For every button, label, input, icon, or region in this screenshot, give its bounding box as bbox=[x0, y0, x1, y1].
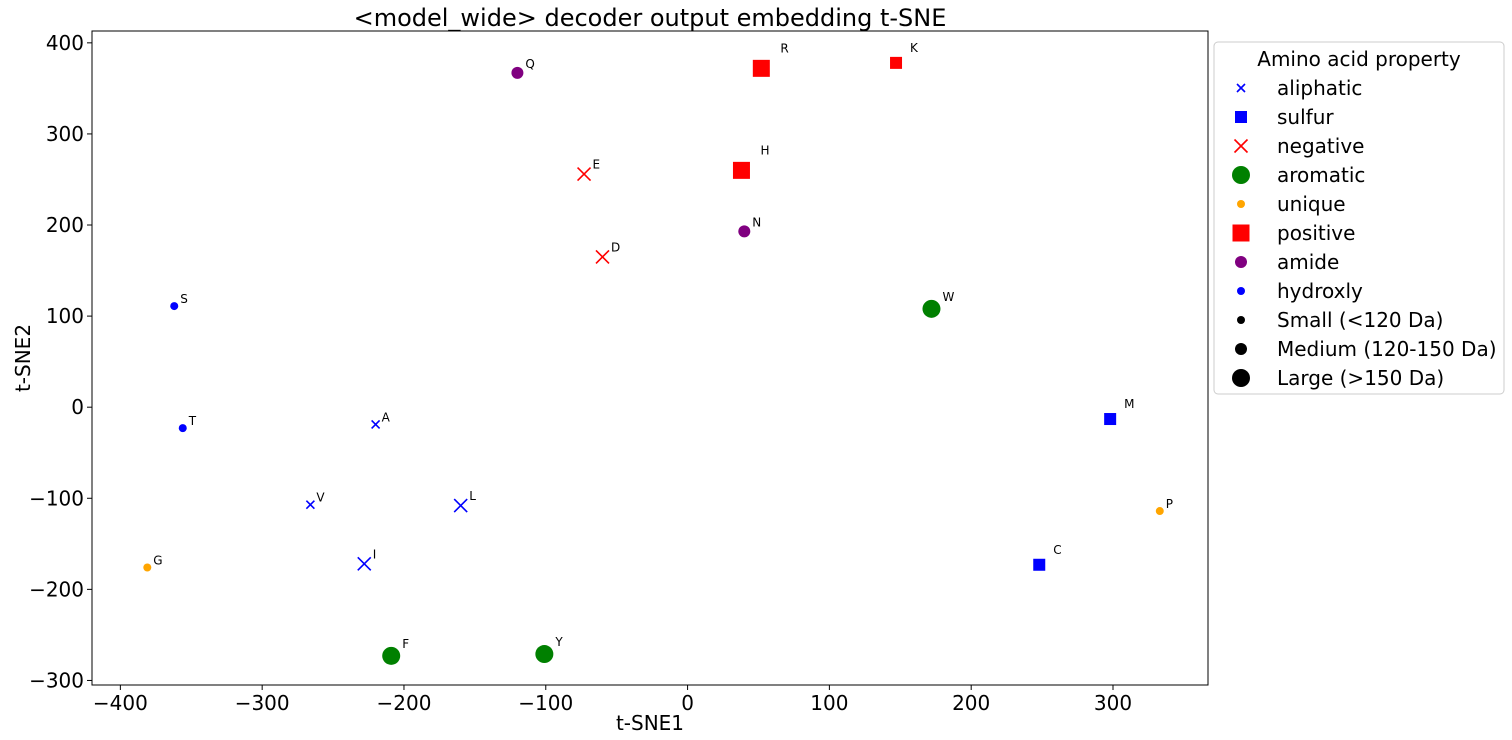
point-label-f: F bbox=[402, 637, 409, 651]
point-label-r: R bbox=[780, 41, 788, 55]
y-tick-label: 100 bbox=[46, 304, 84, 328]
legend-marker-8 bbox=[1237, 316, 1245, 324]
data-point-i bbox=[357, 556, 372, 571]
data-point-t bbox=[178, 424, 187, 433]
point-label-w: W bbox=[942, 290, 954, 304]
point-label-c: C bbox=[1053, 543, 1061, 557]
data-point-w bbox=[922, 299, 941, 318]
x-tick-label: −400 bbox=[93, 691, 148, 715]
point-label-p: P bbox=[1166, 497, 1173, 511]
legend-label-2: negative bbox=[1277, 134, 1364, 158]
legend-marker-4 bbox=[1237, 200, 1245, 208]
legend-marker-0 bbox=[1236, 83, 1246, 93]
legend-box bbox=[1213, 41, 1505, 395]
data-point-v bbox=[305, 500, 315, 510]
x-tick-label: 200 bbox=[952, 691, 990, 715]
point-label-h: H bbox=[760, 143, 769, 157]
y-axis-label: t-SNE2 bbox=[11, 324, 35, 392]
legend-marker-2 bbox=[1233, 138, 1249, 154]
legend-marker-1 bbox=[1235, 111, 1247, 123]
legend-marker-3 bbox=[1232, 166, 1250, 184]
point-label-k: K bbox=[910, 41, 919, 55]
point-label-m: M bbox=[1124, 397, 1134, 411]
plot-area-frame bbox=[91, 30, 1209, 686]
point-label-t: T bbox=[188, 414, 197, 428]
point-label-e: E bbox=[593, 158, 601, 172]
x-tick-label: 300 bbox=[1094, 691, 1132, 715]
data-point-e bbox=[576, 166, 592, 182]
data-point-h bbox=[732, 161, 750, 179]
x-axis-ticks: −400 −300 −200 −100 0 100 200 300 bbox=[93, 685, 1132, 715]
legend-label-9: Medium (120-150 Da) bbox=[1277, 337, 1497, 361]
x-tick-label: 100 bbox=[810, 691, 848, 715]
data-point-d bbox=[595, 249, 610, 264]
data-point-g bbox=[143, 563, 152, 572]
legend: Amino acid property aliphatic sulfur negat… bbox=[1213, 41, 1505, 395]
data-point-l bbox=[453, 498, 468, 513]
data-point-n bbox=[738, 225, 751, 238]
x-tick-label: −300 bbox=[235, 691, 290, 715]
legend-label-8: Small (<120 Da) bbox=[1277, 308, 1443, 332]
y-tick-label: 0 bbox=[71, 395, 84, 419]
y-tick-label: 200 bbox=[46, 213, 84, 237]
legend-label-10: Large (>150 Da) bbox=[1277, 366, 1444, 390]
legend-marker-9 bbox=[1235, 343, 1247, 355]
data-point-s bbox=[170, 302, 179, 311]
y-axis-ticks: −300 −200 −100 0 100 200 300 400 bbox=[29, 31, 92, 692]
legend-marker-6 bbox=[1235, 256, 1247, 268]
point-label-i: I bbox=[373, 547, 377, 561]
point-label-y: Y bbox=[554, 635, 563, 649]
legend-label-0: aliphatic bbox=[1277, 76, 1362, 100]
chart-title: <model_wide> decoder output embedding t-… bbox=[354, 4, 947, 32]
legend-label-4: unique bbox=[1277, 192, 1346, 216]
point-label-a: A bbox=[382, 410, 391, 424]
data-point-y bbox=[535, 645, 554, 664]
data-point-r bbox=[752, 59, 770, 77]
legend-marker-10 bbox=[1232, 369, 1250, 387]
legend-label-6: amide bbox=[1277, 250, 1339, 274]
data-point-p bbox=[1155, 507, 1164, 516]
data-point-m bbox=[1104, 413, 1117, 426]
legend-entries: aliphatic sulfur negative aromatic unique pos… bbox=[1232, 76, 1497, 390]
point-label-l: L bbox=[469, 489, 476, 503]
data-point-a bbox=[371, 419, 381, 430]
legend-label-7: hydroxly bbox=[1277, 279, 1363, 303]
x-axis-label: t-SNE1 bbox=[616, 711, 684, 735]
y-tick-label: −300 bbox=[29, 668, 84, 692]
point-label-q: Q bbox=[525, 57, 534, 71]
y-tick-label: −100 bbox=[29, 486, 84, 510]
legend-marker-7 bbox=[1237, 287, 1245, 295]
legend-label-5: positive bbox=[1277, 221, 1355, 245]
y-tick-label: −200 bbox=[29, 577, 84, 601]
point-label-n: N bbox=[752, 215, 761, 229]
point-label-g: G bbox=[153, 553, 162, 567]
data-points: A V L I M C E D W F Y G P R H K Q N S T bbox=[143, 41, 1173, 665]
y-tick-label: 400 bbox=[46, 31, 84, 55]
data-point-q bbox=[511, 66, 524, 79]
y-tick-label: 300 bbox=[46, 122, 84, 146]
point-label-d: D bbox=[611, 240, 620, 254]
x-tick-label: −100 bbox=[518, 691, 573, 715]
legend-label-3: aromatic bbox=[1277, 163, 1365, 187]
legend-marker-5 bbox=[1232, 224, 1250, 242]
data-point-k bbox=[890, 56, 903, 69]
x-tick-label: −200 bbox=[377, 691, 432, 715]
data-point-c bbox=[1033, 558, 1046, 571]
legend-title: Amino acid property bbox=[1257, 47, 1461, 71]
point-label-s: S bbox=[180, 292, 188, 306]
legend-label-1: sulfur bbox=[1277, 105, 1334, 129]
x-tick-label: 0 bbox=[681, 691, 694, 715]
point-label-v: V bbox=[316, 491, 325, 505]
data-point-f bbox=[382, 646, 401, 665]
